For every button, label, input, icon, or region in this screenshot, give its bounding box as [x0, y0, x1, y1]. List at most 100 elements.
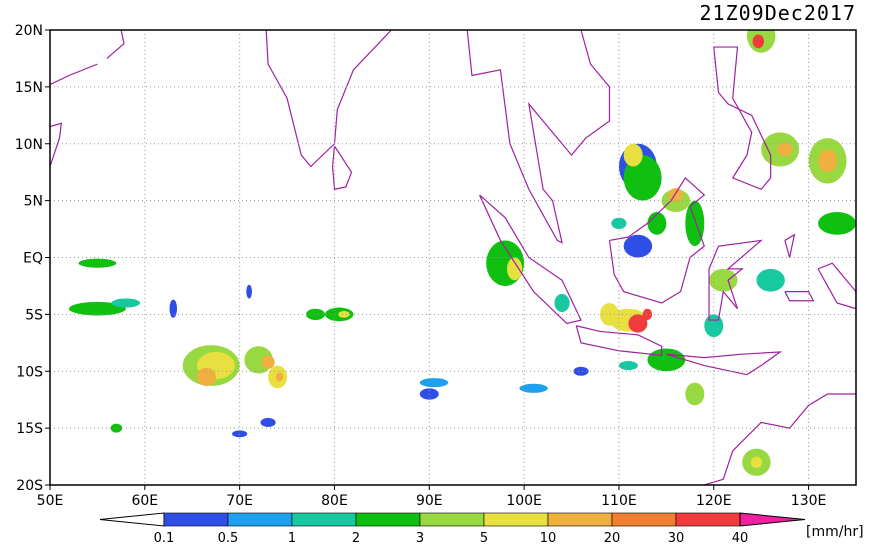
coastline — [479, 194, 582, 325]
coastline — [784, 291, 815, 302]
lat-tick-label: 5N — [24, 194, 43, 210]
coastline — [265, 30, 392, 168]
colorbar-box — [483, 512, 549, 527]
lon-tick-label: 130E — [791, 493, 827, 509]
colorbar-label: 0.1 — [154, 531, 175, 544]
rain-cell — [642, 308, 653, 321]
rain-cell — [338, 310, 350, 318]
colorbar-over — [739, 512, 806, 527]
colorbar-box — [163, 512, 229, 527]
colorbar-label: 5 — [480, 531, 488, 544]
rain-cell — [246, 284, 252, 299]
rain-cell — [668, 188, 684, 202]
colorbar: 0.1 0.5 1 2 3 5 10 20 30 40 — [99, 512, 806, 546]
lon-tick-label: 80E — [321, 493, 348, 509]
rain-cell — [777, 142, 793, 157]
grid: 50E 60E 70E 80E 90E 100E 110E 120E 130E 20N 15N 10N… — [15, 23, 856, 509]
rain-cell — [818, 149, 838, 173]
rain-cell — [419, 378, 449, 388]
colorbar-box — [227, 512, 293, 527]
rain-cell — [618, 361, 638, 371]
lat-tick-label: 15N — [15, 80, 43, 96]
colorbar-label: 10 — [540, 531, 557, 544]
rain-cell — [260, 417, 276, 427]
lat-tick-label: 15S — [16, 421, 43, 437]
rain-cell — [519, 383, 548, 393]
colorbar-label: 3 — [416, 531, 424, 544]
rain-cell — [599, 303, 619, 326]
lat-tick-label: 10S — [16, 364, 43, 380]
rain-cell — [306, 308, 325, 321]
rain-cell — [611, 217, 627, 230]
coastline — [713, 46, 772, 190]
coastline — [666, 351, 783, 376]
lat-tick-label: 5S — [25, 307, 43, 323]
coastline — [50, 122, 63, 167]
rain-cell — [647, 212, 667, 235]
rain-cell — [623, 155, 662, 201]
lon-tick-label: 90E — [416, 493, 443, 509]
rain-cell — [573, 366, 589, 376]
coastline — [817, 262, 856, 310]
coastline — [708, 239, 764, 321]
colorbar-label: 2 — [352, 531, 360, 544]
rain-cell — [685, 382, 705, 406]
rain-cell — [623, 234, 653, 258]
colorbar-unit: [mm/hr] — [806, 524, 864, 540]
coastline — [575, 325, 663, 356]
rain-cell — [78, 258, 117, 268]
map-title: 21Z09Dec2017 — [700, 1, 857, 25]
lat-tick-label: EQ — [23, 251, 43, 267]
colorbar-label: 40 — [732, 531, 749, 544]
rain-cell — [623, 143, 643, 167]
rain-cell — [261, 355, 275, 369]
rain-cell — [111, 298, 141, 308]
rain-cell — [704, 314, 724, 338]
colorbar-box — [611, 512, 677, 527]
coastlines — [50, 30, 856, 485]
lon-tick-label: 120E — [696, 493, 732, 509]
colorbar-under — [99, 512, 165, 527]
rain-cell — [752, 34, 765, 49]
rain-cell — [628, 314, 648, 333]
lon-tick-label: 70E — [226, 493, 253, 509]
lon-tick-label: 100E — [506, 493, 542, 509]
coastline — [784, 233, 796, 258]
lon-tick-label: 50E — [37, 493, 64, 509]
coastline — [466, 30, 611, 244]
rain-cell — [818, 212, 856, 235]
colorbar-label: 30 — [668, 531, 685, 544]
rain-cell — [68, 301, 126, 316]
colorbar-box — [547, 512, 613, 527]
coastline — [608, 176, 706, 304]
colorbar-box — [291, 512, 357, 527]
rain-cell — [232, 430, 248, 438]
coastline — [704, 393, 856, 485]
rain-cell — [685, 200, 705, 247]
rain-cell — [554, 293, 570, 313]
rain-cell — [169, 299, 178, 318]
rain-cell — [275, 372, 284, 382]
colorbar-box — [675, 512, 741, 527]
coastline — [106, 30, 125, 59]
rain-field — [68, 30, 856, 476]
rain-cell — [750, 456, 763, 468]
colorbar-label: 20 — [604, 531, 621, 544]
rain-cell — [196, 367, 216, 387]
colorbar-box — [419, 512, 485, 527]
rain-cell — [110, 423, 123, 433]
rain-cell — [507, 257, 523, 281]
lat-tick-label: 20S — [16, 478, 43, 494]
coastline — [331, 145, 353, 190]
rain-cell — [709, 268, 738, 292]
colorbar-label: 0.5 — [218, 531, 239, 544]
colorbar-box — [355, 512, 421, 527]
coastline — [50, 63, 98, 86]
lat-tick-label: 10N — [15, 137, 43, 153]
rain-cell — [756, 268, 785, 292]
colorbar-label: 1 — [288, 531, 296, 544]
rain-cell — [647, 348, 686, 372]
lat-tick-label: 20N — [15, 23, 43, 39]
plot-frame — [49, 29, 857, 486]
